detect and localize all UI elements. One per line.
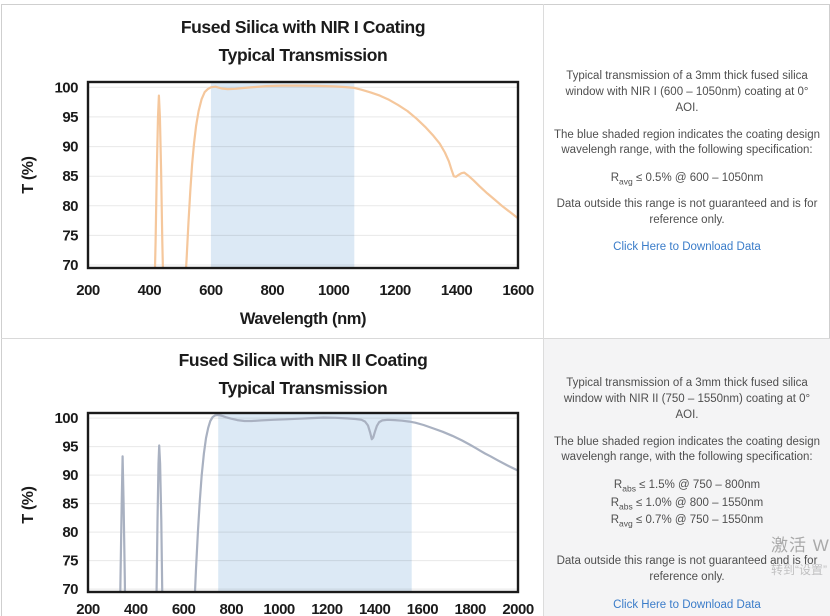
transmission-curve	[153, 84, 518, 268]
y-axis-tick-label: 80	[62, 524, 78, 541]
y-axis-tick-label: 70	[62, 257, 78, 274]
x-axis-tick-label: 1600	[407, 601, 439, 616]
spec-list: Ravg ≤ 0.5% @ 600 – 1050nm	[552, 170, 822, 187]
x-axis-tick-label: 1200	[311, 601, 343, 616]
y-axis-tick-label: 75	[62, 227, 78, 244]
description-transmission: Typical transmission of a 3mm thick fuse…	[565, 70, 809, 114]
chart-title-nir2: Fused Silica with NIR II Coating	[178, 350, 428, 370]
design-range-band	[218, 413, 412, 592]
y-axis-tick-label: 95	[62, 439, 78, 456]
spec-line: Rabs ≤ 1.5% @ 750 – 800nm	[613, 479, 761, 494]
x-axis-tick-label: 600	[172, 601, 196, 616]
x-axis-tick-label: 1800	[455, 601, 487, 616]
y-axis-tick-label: 95	[62, 109, 78, 126]
spec-line: Rabs ≤ 1.0% @ 800 – 1550nm	[610, 496, 764, 511]
chart-title-nir1: Fused Silica with NIR I Coating	[180, 17, 426, 37]
x-axis-tick-label: 800	[220, 601, 244, 616]
description-shaded-region: The blue shaded region indicates the coa…	[554, 128, 820, 157]
description-disclaimer: Data outside this range is not guarantee…	[556, 555, 818, 584]
y-axis-tick-label: 90	[62, 139, 78, 156]
transmission-chart-nir1: 70 75 80 85 90 95 100 200 400 600 800 1000 1200 1400 1…	[54, 79, 534, 299]
spec-list: Rabs ≤ 1.5% @ 750 – 800nm Rabs ≤ 1.0% @ 8…	[552, 477, 822, 529]
y-axis-tick-label: 85	[62, 168, 78, 185]
x-axis-tick-label: 1600	[502, 282, 534, 299]
y-axis-tick-label: 90	[62, 467, 78, 484]
y-axis-tick-label: 100	[54, 410, 78, 427]
x-axis-tick-label: 200	[76, 282, 100, 299]
x-axis-tick-label: 2000	[502, 601, 534, 616]
download-data-link[interactable]: Click Here to Download Data	[613, 241, 761, 254]
y-axis-label-nir2: T (%)	[20, 486, 37, 524]
x-axis-tick-label: 800	[261, 282, 285, 299]
x-axis-tick-label: 1000	[318, 282, 350, 299]
plot-border	[86, 411, 520, 594]
x-axis-label-nir1: Wavelength (nm)	[239, 310, 367, 328]
x-axis-tick-label: 600	[199, 282, 223, 299]
description-transmission: Typical transmission of a 3mm thick fuse…	[563, 377, 811, 421]
nir2-description-panel: Typical transmission of a 3mm thick fuse…	[544, 339, 830, 616]
design-range-band	[210, 82, 355, 268]
nir1-description-panel: Typical transmission of a 3mm thick fuse…	[544, 5, 830, 338]
chart-subtitle-nir1: Typical Transmission	[218, 45, 388, 65]
x-axis-tick-label: 400	[124, 601, 148, 616]
x-axis-tick-label: 1200	[379, 282, 411, 299]
x-axis-tick-label: 200	[76, 601, 100, 616]
y-axis-label-nir1: T (%)	[20, 156, 37, 194]
transmission-chart-nir2: 70 75 80 85 90 95 100 200 400 600 800 1000 1200 1400 1…	[54, 410, 534, 616]
description-shaded-region: The blue shaded region indicates the coa…	[554, 435, 820, 464]
y-axis-tick-label: 100	[54, 79, 78, 96]
x-axis-tick-label: 1000	[263, 601, 295, 616]
y-axis-tick-label: 70	[62, 581, 78, 598]
plot-border	[86, 80, 520, 270]
download-data-link[interactable]: Click Here to Download Data	[613, 599, 761, 612]
chart-subtitle-nir2: Typical Transmission	[218, 378, 388, 398]
y-axis-tick-label: 85	[62, 496, 78, 513]
y-axis-tick-label: 75	[62, 553, 78, 570]
spec-line: Ravg ≤ 0.7% @ 750 – 1550nm	[610, 514, 764, 529]
x-axis-tick-label: 1400	[359, 601, 391, 616]
y-axis-tick-label: 80	[62, 198, 78, 215]
x-axis-tick-label: 1400	[441, 282, 473, 299]
description-disclaimer: Data outside this range is not guarantee…	[556, 197, 818, 226]
column-divider	[543, 4, 544, 616]
transmission-curve	[119, 413, 518, 592]
panel-divider	[1, 338, 830, 339]
x-axis-tick-label: 400	[138, 282, 162, 299]
spec-line: Ravg ≤ 0.5% @ 600 – 1050nm	[610, 172, 764, 187]
